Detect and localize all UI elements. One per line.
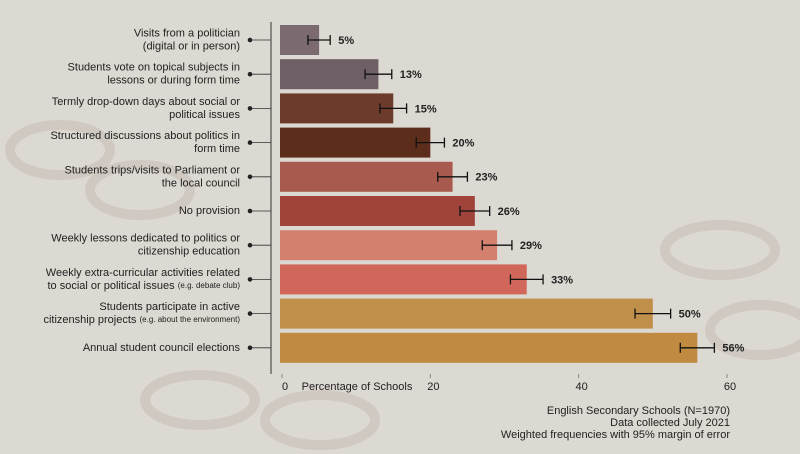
value-label: 29% (520, 240, 542, 252)
value-label: 56% (722, 343, 744, 355)
category-line: Students trips/visits to Parliament or (65, 164, 241, 176)
category-label: Termly drop-down days about social or (52, 96, 241, 108)
category-line: Termly drop-down days about social or (52, 96, 241, 108)
category-label: citizenship projects (e.g. about the env… (43, 314, 240, 326)
category-line: Students participate in active (99, 301, 240, 313)
category-label: form time (194, 143, 240, 155)
footnote: Data collected July 2021 (610, 417, 730, 429)
category-label: Structured discussions about politics in (50, 130, 240, 142)
bullet (247, 174, 253, 180)
bullet (247, 311, 253, 316)
category-note: (e.g. debate club) (178, 281, 241, 290)
bullet (247, 277, 253, 282)
category-line: Weekly extra-curricular activities relat… (46, 267, 240, 279)
bar (280, 298, 653, 329)
category-line: lessons or during form time (107, 75, 240, 87)
category-label: (digital or in person) (143, 40, 240, 52)
category-line: citizenship education (138, 246, 240, 258)
value-label: 15% (415, 103, 437, 115)
x-tick-label: 20 (427, 381, 439, 393)
category-label: political issues (169, 109, 240, 121)
category-note: (e.g. about the environment) (139, 315, 240, 324)
x-axis-label: Percentage of Schools (302, 381, 413, 393)
category-label: Students trips/visits to Parliament or (65, 164, 241, 176)
bar (280, 230, 498, 261)
category-line: the local council (162, 177, 240, 189)
bar (280, 332, 698, 363)
category-label: citizenship education (138, 246, 240, 258)
footnote: Weighted frequencies with 95% margin of … (501, 429, 730, 441)
category-line: No provision (179, 205, 240, 217)
category-line: citizenship projects (43, 314, 136, 326)
category-line: Weekly lessons dedicated to politics or (51, 233, 240, 245)
x-tick-label: 0 (282, 381, 288, 393)
footnote: English Secondary Schools (N=1970) (547, 405, 730, 417)
bullet (247, 242, 253, 248)
category-label: to social or political issues (e.g. deba… (48, 280, 241, 292)
category-label: Weekly extra-curricular activities relat… (46, 267, 240, 279)
bullet (247, 37, 253, 43)
category-label: Students participate in active (99, 301, 240, 313)
value-label: 5% (338, 35, 354, 47)
bullet (247, 208, 253, 214)
category-label: Students vote on topical subjects in (68, 62, 240, 74)
category-line: (digital or in person) (143, 40, 240, 52)
category-line: Visits from a politician (134, 27, 240, 39)
bar (280, 93, 394, 124)
bar (280, 59, 379, 90)
x-tick-label: 60 (724, 381, 736, 393)
category-line: to social or political issues (48, 280, 176, 292)
bar (280, 127, 431, 158)
watermark (5, 120, 800, 450)
value-label: 26% (498, 206, 520, 218)
bullet (247, 106, 253, 111)
category-label: Visits from a politician (134, 27, 240, 39)
bullet (247, 71, 253, 77)
category-line: Structured discussions about politics in (50, 130, 240, 142)
value-label: 20% (452, 138, 474, 150)
x-tick-label: 40 (576, 381, 588, 393)
category-label: the local council (162, 177, 240, 189)
bar (280, 264, 527, 295)
category-line: Annual student council elections (83, 342, 241, 354)
category-line: Students vote on topical subjects in (68, 62, 240, 74)
bar (280, 161, 453, 192)
value-label: 23% (475, 172, 497, 184)
category-label: lessons or during form time (107, 75, 240, 87)
category-line: political issues (169, 109, 240, 121)
category-label: No provision (179, 205, 240, 217)
value-label: 33% (551, 274, 573, 286)
value-label: 50% (679, 309, 701, 321)
category-label: Weekly lessons dedicated to politics or (51, 233, 240, 245)
bullet (247, 345, 253, 351)
bullet (247, 140, 253, 145)
category-line: form time (194, 143, 240, 155)
value-label: 13% (400, 69, 422, 81)
bar (280, 196, 475, 226)
category-label: Annual student council elections (83, 342, 241, 354)
